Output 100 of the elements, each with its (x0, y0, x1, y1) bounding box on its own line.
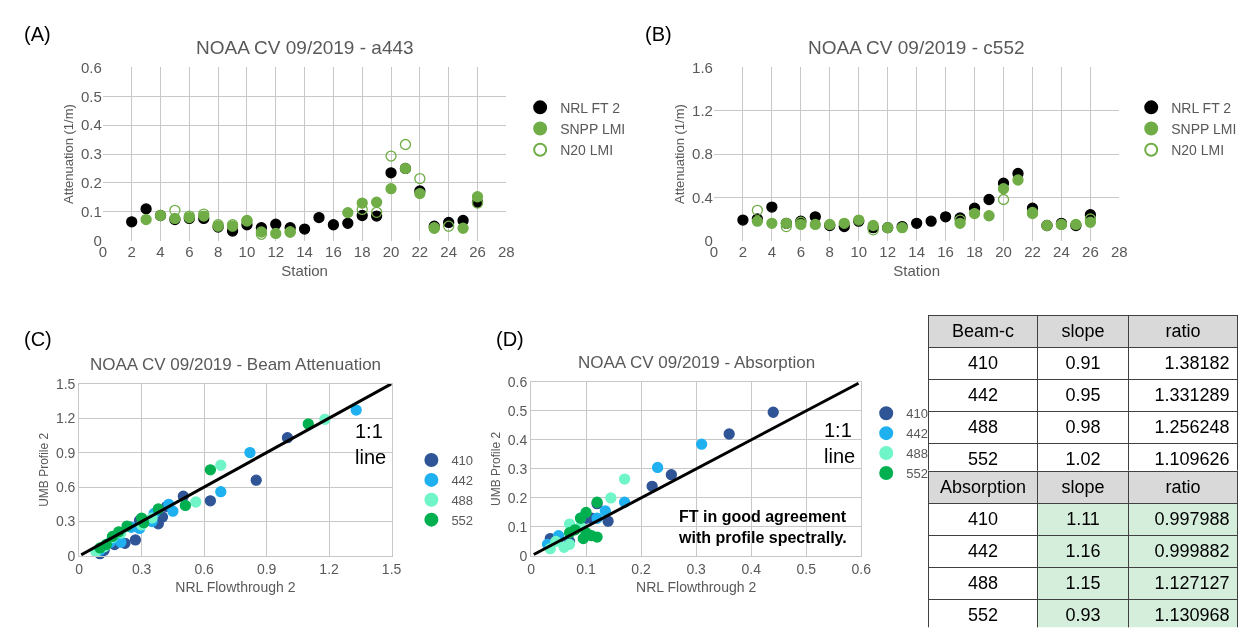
y-tick-label: 0.4 (507, 431, 528, 448)
text: (B) (645, 23, 672, 45)
x-tick-label: 8 (825, 242, 834, 260)
legend-label: N20 LMI (1171, 142, 1225, 159)
x-tick-label: 16 (937, 242, 954, 260)
x-tick-label: 1.5 (381, 560, 402, 577)
x-tick-label: 12 (879, 242, 897, 260)
y-tick-label: 0.1 (507, 518, 528, 535)
x-axis-title: Station (893, 261, 940, 279)
x-tick-label: 26 (1082, 242, 1099, 260)
x-tick-label: ratio (1165, 476, 1201, 497)
x-axis-title: NRL Flowthrough 2 (636, 579, 757, 596)
x-tick-label: 6 (185, 242, 194, 260)
x-tick-label: 0.1 (576, 560, 596, 577)
data-label: 1.256248 (1154, 417, 1230, 438)
legend-label: 410 (451, 453, 474, 469)
y-axis-title: Attenuation (1/m) (672, 104, 688, 204)
y-tick-label: 0.5 (507, 402, 528, 419)
y-tick-label: 552 (968, 449, 999, 470)
x-tick-label: 0.3 (131, 560, 152, 577)
x-tick-label: 20 (995, 242, 1012, 260)
text: (A) (24, 23, 51, 45)
legend-label: N20 LMI (560, 142, 614, 159)
data-label: 0.93 (1065, 604, 1101, 625)
annotation: 1:1 line (824, 419, 856, 467)
y-tick-label: 1.2 (55, 410, 76, 427)
x-tick-label: 0.2 (631, 560, 652, 577)
data-label: 1.02 (1065, 449, 1101, 470)
y-tick-label: 442 (968, 385, 999, 406)
x-tick-label: 0.5 (796, 560, 817, 577)
data-label: 0.91 (1065, 353, 1101, 374)
x-tick-label: 24 (1053, 242, 1070, 260)
x-tick-label: 0.9 (256, 560, 277, 577)
legend-label: 442 (451, 472, 474, 488)
x-tick-label: 8 (213, 242, 223, 260)
x-tick-label: 0.4 (741, 560, 762, 577)
x-tick-label: 16 (325, 242, 342, 260)
y-tick-label: 0 (67, 547, 76, 564)
x-tick-label: 14 (296, 242, 313, 260)
x-tick-label: 6 (796, 242, 805, 260)
y-tick-label: 0.9 (55, 444, 76, 461)
data-label: 1.130968 (1154, 604, 1230, 625)
x-tick-label: 2 (738, 242, 748, 260)
legend-label: 552 (451, 512, 474, 528)
y-tick-label: 1.6 (692, 58, 713, 76)
x-tick-label: 10 (850, 242, 868, 260)
x-axis-title: Station (281, 261, 328, 279)
data-label: 0.999882 (1154, 540, 1230, 561)
y-tick-label: 410 (968, 508, 999, 529)
chart-title: NOAA CV 09/2019 - c552 (808, 37, 1025, 58)
legend-label: SNPP LMI (1171, 120, 1237, 137)
y-axis-title: UMB Profile 2 (37, 432, 52, 507)
y-tick-label: 1.2 (692, 101, 713, 119)
y-tick-label: 0.3 (55, 513, 76, 530)
data-label: 1.15 (1065, 572, 1101, 593)
x-tick-label: 24 (440, 242, 458, 260)
annotation: 1:1 line (355, 420, 387, 468)
legend-label: 552 (906, 466, 928, 482)
y-tick-label: 442 (968, 540, 999, 561)
x-tick-label: 22 (1024, 242, 1041, 260)
x-tick-label: slope (1061, 476, 1105, 497)
y-axis-title: UMB Profile 2 (489, 431, 504, 506)
data-label: 1.11 (1066, 508, 1100, 529)
y-tick-label: 0.8 (692, 145, 713, 163)
data-label: 1.109626 (1154, 449, 1230, 470)
text: (D) (496, 328, 524, 350)
chart-title: NOAA CV 09/2019 - Beam Attenuation (90, 355, 382, 374)
y-tick-label: 0.3 (81, 145, 102, 163)
legend-label: NRL FT 2 (1171, 99, 1232, 116)
y-tick-label: 552 (968, 604, 999, 625)
legend-label: NRL FT 2 (560, 99, 621, 116)
data-label: 1.38182 (1164, 353, 1230, 374)
legend-label: SNPP LMI (560, 120, 626, 137)
y-tick-label: 488 (968, 572, 999, 593)
x-tick-label: 1.2 (319, 560, 340, 577)
x-tick-label: 26 (469, 242, 486, 260)
y-tick-label: 410 (968, 353, 999, 374)
x-tick-label: slope (1061, 321, 1105, 342)
y-axis-title: Attenuation (1/m) (60, 104, 76, 204)
y-tick-label: 0.3 (507, 460, 528, 477)
x-axis-title: NRL Flowthrough 2 (175, 579, 296, 596)
chart-title: NOAA CV 09/2019 - Absorption (578, 353, 816, 372)
y-tick-label: 0.2 (81, 174, 102, 192)
x-tick-label: 28 (1111, 242, 1128, 260)
x-tick-label: 0.6 (194, 560, 215, 577)
legend-label: 488 (451, 492, 474, 508)
data-label: 0.98 (1065, 417, 1101, 438)
data-label: 0.95 (1065, 385, 1101, 406)
y-tick-label: 0.1 (81, 203, 102, 221)
x-tick-label: 2 (127, 242, 136, 260)
chart-title: Absorption (940, 476, 1027, 497)
x-tick-label: ratio (1165, 321, 1201, 342)
data-label: 1.16 (1065, 540, 1101, 561)
x-tick-label: 18 (966, 242, 983, 260)
data-label: 1.127127 (1154, 572, 1230, 593)
legend-label: 410 (906, 406, 928, 422)
x-tick-label: 10 (238, 242, 256, 260)
text: (C) (24, 328, 52, 350)
y-tick-label: 0.4 (692, 188, 713, 206)
x-tick-label: 20 (382, 242, 400, 260)
